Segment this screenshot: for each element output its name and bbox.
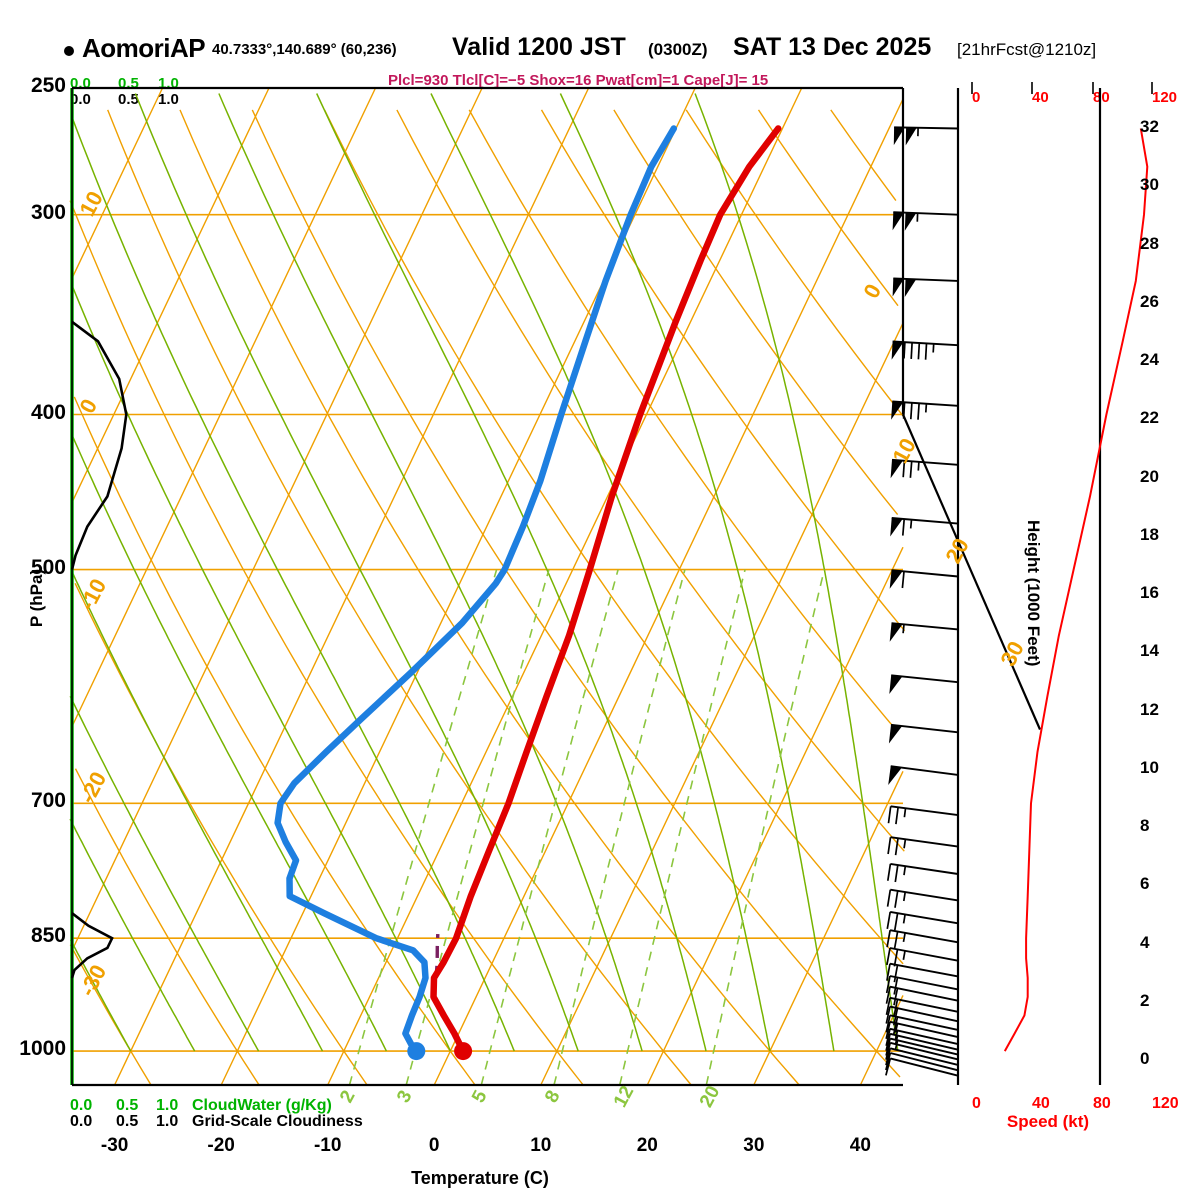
speed-axis-title: Speed (kt) xyxy=(1006,1112,1090,1131)
pressure-tick-250: 250 xyxy=(30,74,66,97)
speed-bottom-tick-3: 120 xyxy=(1152,1095,1179,1112)
height-tick-18: 18 xyxy=(1140,524,1159,544)
isotherm-label: -20 xyxy=(74,768,111,808)
height-axis-title: Height (1000 Feet) xyxy=(1024,520,1043,667)
cloudiness-bottom-tick-2: 1.0 xyxy=(156,1113,179,1130)
isobar-lines xyxy=(72,87,903,1052)
cloudiness-top-tick-1: 0.5 xyxy=(118,91,139,108)
plot-frame xyxy=(70,82,1153,1087)
speed-bottom-tick-1: 40 xyxy=(1032,1095,1050,1112)
isotherm-label: 0 xyxy=(858,280,886,303)
valid-time-label: Valid 1200 JST xyxy=(452,33,626,61)
surface-markers xyxy=(407,1042,473,1061)
height-tick-28: 28 xyxy=(1140,233,1159,253)
mixing-ratio-lines xyxy=(348,569,826,1086)
temperature-tick--30: -30 xyxy=(100,1135,129,1156)
height-tick-0: 0 xyxy=(1140,1049,1150,1069)
pressure-tick-400: 400 xyxy=(30,400,66,424)
wind-speed-curve xyxy=(1003,128,1149,1052)
station-name: AomoriAP xyxy=(82,33,206,63)
height-tick-6: 6 xyxy=(1140,874,1150,894)
temperature-tick--10: -10 xyxy=(313,1135,342,1156)
moist-adiabat-lines xyxy=(69,93,899,1052)
height-tick-32: 32 xyxy=(1140,117,1159,136)
height-tick-16: 16 xyxy=(1140,583,1159,603)
temperature-tick-10: 10 xyxy=(530,1135,552,1156)
sounding-stats-line: Plcl=930 Tlcl[C]=−5 Shox=16 Pwat[cm]=1 C… xyxy=(388,72,769,89)
cloudwater-bottom-tick-1: 0.5 xyxy=(116,1097,139,1114)
cloudwater-bottom-tick-2: 1.0 xyxy=(156,1097,179,1114)
valid-time-utc: (0300Z) xyxy=(648,40,708,59)
temperature-tick-40: 40 xyxy=(849,1135,871,1156)
cloudiness-top-tick-2: 1.0 xyxy=(158,91,179,108)
speed-top-tick-1: 40 xyxy=(1032,89,1049,106)
dry-adiabat-lines xyxy=(69,109,906,1086)
pressure-tick-500: 500 xyxy=(30,555,66,579)
temperature-axis-title: Temperature (C) xyxy=(411,1168,549,1188)
height-tick-4: 4 xyxy=(1140,932,1150,952)
height-tick-24: 24 xyxy=(1140,350,1159,370)
wind-barbs xyxy=(885,126,959,1077)
speed-top-tick-2: 80 xyxy=(1093,89,1110,106)
isotherm-lines xyxy=(71,87,904,1086)
temperature-tick-0: 0 xyxy=(428,1135,440,1156)
forecast-tag: [21hrFcst@1210z] xyxy=(957,40,1097,59)
height-tick-20: 20 xyxy=(1140,466,1159,486)
height-tick-12: 12 xyxy=(1140,699,1159,719)
cloudiness-axis-label: Grid-Scale Cloudiness xyxy=(192,1113,363,1130)
temperature-tick-20: 20 xyxy=(636,1135,658,1156)
height-tick-8: 8 xyxy=(1140,816,1150,836)
pressure-tick-1000: 1000 xyxy=(19,1037,66,1061)
pressure-tick-300: 300 xyxy=(30,200,66,224)
dewpoint-trace xyxy=(274,125,678,1055)
height-tick-30: 30 xyxy=(1140,175,1159,195)
speed-bottom-tick-0: 0 xyxy=(972,1095,981,1112)
cloudiness-top-tick-0: 0.0 xyxy=(70,91,91,108)
isotherm-label: -10 xyxy=(74,575,111,615)
pressure-tick-700: 700 xyxy=(30,789,66,813)
station-marker-dot xyxy=(64,46,74,56)
cloudiness-bottom-tick-1: 0.5 xyxy=(116,1113,139,1130)
height-tick-2: 2 xyxy=(1140,990,1150,1010)
temperature-trace xyxy=(430,125,782,1055)
isotherm-label: 20 xyxy=(940,534,974,567)
cloudiness-curve xyxy=(70,320,128,979)
pressure-tick-850: 850 xyxy=(30,924,66,948)
temperature-tick--20: -20 xyxy=(207,1135,235,1156)
cloudwater-bottom-tick-0: 0.0 xyxy=(70,1097,93,1114)
speed-bottom-tick-2: 80 xyxy=(1093,1095,1111,1112)
cloudiness-bottom-tick-0: 0.0 xyxy=(70,1113,93,1130)
cloudwater-axis-label: CloudWater (g/Kg) xyxy=(192,1097,332,1114)
valid-date: SAT 13 Dec 2025 xyxy=(733,33,932,61)
station-coordinates: 40.7333°,140.689° (60,236) xyxy=(212,41,397,58)
height-tick-10: 10 xyxy=(1140,757,1159,777)
speed-top-tick-3: 120 xyxy=(1152,89,1178,106)
height-tick-26: 26 xyxy=(1140,291,1159,311)
height-tick-22: 22 xyxy=(1140,408,1159,428)
temperature-tick-30: 30 xyxy=(743,1135,765,1156)
height-tick-14: 14 xyxy=(1140,641,1159,661)
speed-top-tick-0: 0 xyxy=(972,89,981,106)
